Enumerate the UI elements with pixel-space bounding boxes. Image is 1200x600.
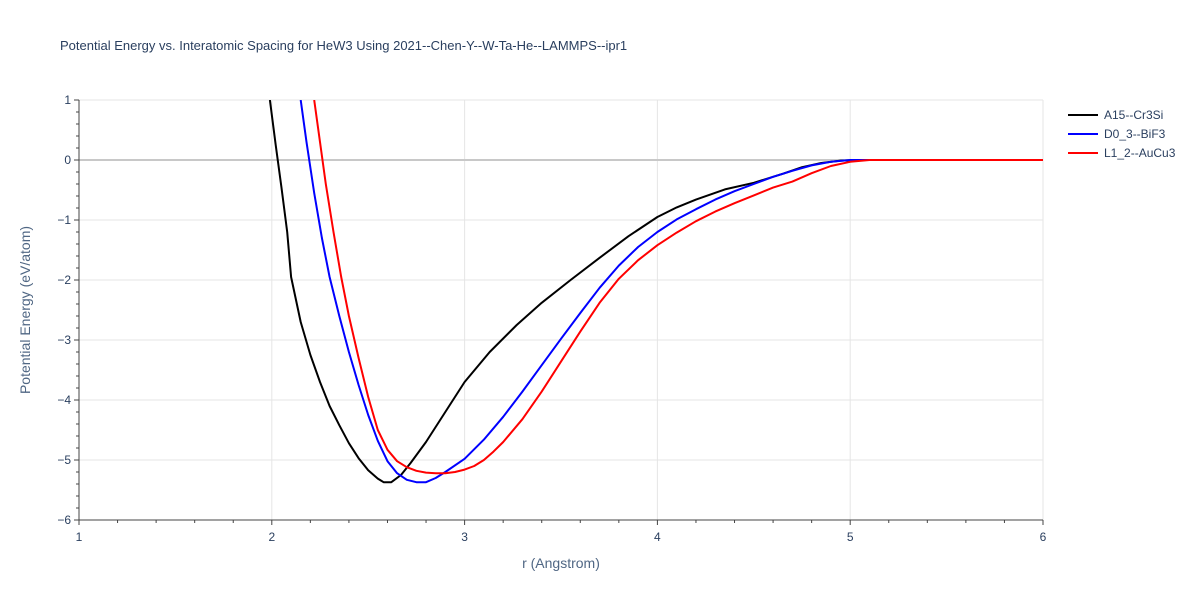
series-line-d0-3-bif3	[299, 100, 1043, 484]
x-tick-label: 6	[1040, 530, 1047, 544]
legend[interactable]: A15--Cr3Si D0_3--BiF3 L1_2--AuCu3	[1068, 108, 1176, 160]
legend-item-d0-3-bif3[interactable]: D0_3--BiF3	[1068, 127, 1166, 141]
axes	[74, 99, 1044, 525]
x-tick-label: 3	[461, 530, 468, 544]
x-tick-label: 1	[76, 530, 83, 544]
legend-item-a15-cr3si[interactable]: A15--Cr3Si	[1068, 108, 1163, 122]
x-tick-label: 4	[654, 530, 661, 544]
chart-title: Potential Energy vs. Interatomic Spacing…	[60, 38, 627, 53]
x-axis-title: r (Angstrom)	[522, 555, 600, 571]
y-tick-label: −5	[57, 453, 71, 467]
y-tick-label: 1	[64, 93, 71, 107]
y-tick-label: −2	[57, 273, 71, 287]
tick-labels: 1 2 3 4 5 6 1 0 −1 −2 −3 −4 −5 −6	[57, 93, 1046, 544]
y-tick-label: 0	[64, 153, 71, 167]
y-tick-label: −6	[57, 513, 71, 527]
x-tick-label: 2	[268, 530, 275, 544]
y-tick-label: −1	[57, 213, 71, 227]
legend-label: A15--Cr3Si	[1104, 108, 1163, 122]
legend-item-l1-2-aucu3[interactable]: L1_2--AuCu3	[1068, 146, 1176, 160]
plot-area	[268, 100, 1043, 484]
y-axis-title: Potential Energy (eV/atom)	[17, 226, 33, 394]
legend-label: D0_3--BiF3	[1104, 127, 1166, 141]
series-line-l1-2-aucu3	[313, 100, 1043, 475]
x-tick-label: 5	[847, 530, 854, 544]
legend-label: L1_2--AuCu3	[1104, 146, 1176, 160]
y-tick-label: −4	[57, 393, 71, 407]
y-tick-label: −3	[57, 333, 71, 347]
